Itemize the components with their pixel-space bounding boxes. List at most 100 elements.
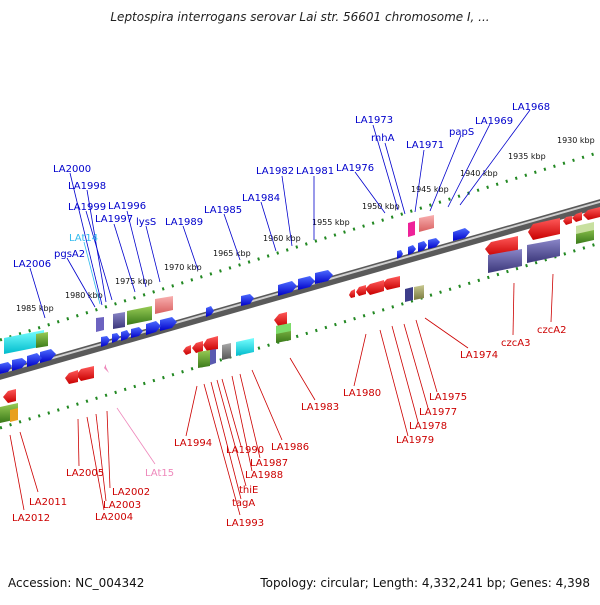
gene-label: LA1973 <box>355 115 393 126</box>
reverse-genes <box>0 207 600 423</box>
gene-glyph <box>183 345 191 355</box>
kbp-label: 1935 kbp <box>508 152 546 161</box>
gene-label: LA1983 <box>301 402 339 413</box>
gene-label: LAt14 <box>69 233 98 244</box>
gene-label: LA2012 <box>12 513 50 524</box>
gene-label: LA2003 <box>103 500 141 511</box>
gene-glyph <box>210 349 216 365</box>
gene-glyph <box>203 336 218 351</box>
gene-glyph <box>563 216 572 225</box>
kbp-label: 1940 kbp <box>460 169 498 178</box>
trna-leader-line <box>116 407 156 465</box>
kbp-label: 1970 kbp <box>164 263 202 272</box>
trna-leader-line <box>83 241 101 305</box>
gene-glyph <box>101 336 110 347</box>
gene-label: LA1971 <box>406 140 444 151</box>
gene-glyph <box>274 312 287 327</box>
kbp-label: 1945 kbp <box>411 185 449 194</box>
gene-label: LA1980 <box>343 388 381 399</box>
gene-label: LA2002 <box>112 487 150 498</box>
gene-label: LA2011 <box>29 497 67 508</box>
gene-glyph <box>27 353 42 367</box>
gene-glyph <box>488 249 522 273</box>
kbp-label: 1955 kbp <box>312 218 350 227</box>
gene-label: LA1982 <box>256 166 294 177</box>
gene-glyph <box>76 366 94 381</box>
kbp-label: 1980 kbp <box>65 291 103 300</box>
gene-label: LA1999 <box>68 202 106 213</box>
gene-glyph <box>4 330 44 354</box>
gene-glyph <box>36 332 48 348</box>
gene-glyph <box>192 341 203 353</box>
gene-glyph <box>0 362 12 374</box>
kbp-label: 1985 kbp <box>16 304 54 313</box>
gene-label: LA1987 <box>250 458 288 469</box>
gene-label: LA1979 <box>396 435 434 446</box>
gene-label: rnhA <box>371 133 395 144</box>
gene-label: lysS <box>136 217 156 228</box>
gene-label: LA1977 <box>419 407 457 418</box>
kbp-label: 1975 kbp <box>115 277 153 286</box>
gene-glyph <box>121 330 130 341</box>
gene-label: LA1998 <box>68 181 106 192</box>
gene-glyph <box>453 228 470 241</box>
gene-glyph <box>276 323 291 334</box>
gene-glyph <box>576 222 594 234</box>
gene-label: LA1976 <box>336 163 374 174</box>
gene-glyph <box>241 294 254 306</box>
gene-glyph <box>528 218 560 240</box>
gene-label: czcA2 <box>537 325 566 336</box>
gene-label: pgsA2 <box>54 249 85 260</box>
gene-label: LA1993 <box>226 518 264 529</box>
gene-glyph <box>397 250 403 259</box>
gene-glyph <box>104 364 109 373</box>
gene-label: LA2006 <box>13 259 51 270</box>
gene-glyph <box>365 280 384 295</box>
gene-label: LA1989 <box>165 217 203 228</box>
gene-glyph <box>206 306 214 317</box>
gene-glyph <box>112 333 120 343</box>
gene-glyph <box>405 287 413 302</box>
gene-glyph <box>96 317 104 332</box>
genome-summary: Topology: circular; Length: 4,332,241 bp… <box>260 576 590 590</box>
gene-glyph <box>315 270 333 284</box>
gene-label: LA1968 <box>512 102 550 113</box>
gene-label: LA1974 <box>460 350 498 361</box>
gene-glyph <box>155 296 173 314</box>
gene-glyph <box>414 285 424 300</box>
gene-glyph <box>40 349 56 363</box>
gene-glyph <box>382 276 400 290</box>
gene-label: LA1985 <box>204 205 242 216</box>
gene-glyph <box>419 215 434 232</box>
gene-glyph <box>527 239 560 263</box>
kbp-label: 1960 kbp <box>263 234 301 243</box>
gene-glyph <box>222 343 231 360</box>
gene-label: LA1981 <box>296 166 334 177</box>
gene-label: LA1984 <box>242 193 280 204</box>
gene-glyph <box>65 370 78 384</box>
gene-label: LA1969 <box>475 116 513 127</box>
gene-glyph <box>160 317 177 331</box>
gene-glyph <box>298 276 315 290</box>
gene-glyph <box>428 238 440 249</box>
gene-glyph <box>408 245 416 255</box>
gene-label: LA1997 <box>95 214 133 225</box>
gene-glyph <box>127 306 152 325</box>
gene-label: LA1975 <box>429 392 467 403</box>
gene-label: LA2005 <box>66 468 104 479</box>
gene-label: LA1996 <box>108 201 146 212</box>
reverse-gene-labels: czcA2 czcA3 LA1974 LA1975 LA1977 LA1978 … <box>12 325 566 529</box>
gene-glyph <box>572 212 582 222</box>
gene-glyph <box>146 321 161 335</box>
scale-lower <box>0 241 600 430</box>
gene-glyph <box>236 338 254 356</box>
gene-label: LA1988 <box>245 470 283 481</box>
gene-label: LAt15 <box>145 468 174 479</box>
gene-glyph <box>408 221 415 237</box>
gene-glyph <box>356 285 366 296</box>
gene-glyph <box>198 350 210 368</box>
gene-glyph <box>3 389 16 403</box>
gene-label: LA2004 <box>95 512 133 523</box>
gene-glyph <box>10 408 18 422</box>
